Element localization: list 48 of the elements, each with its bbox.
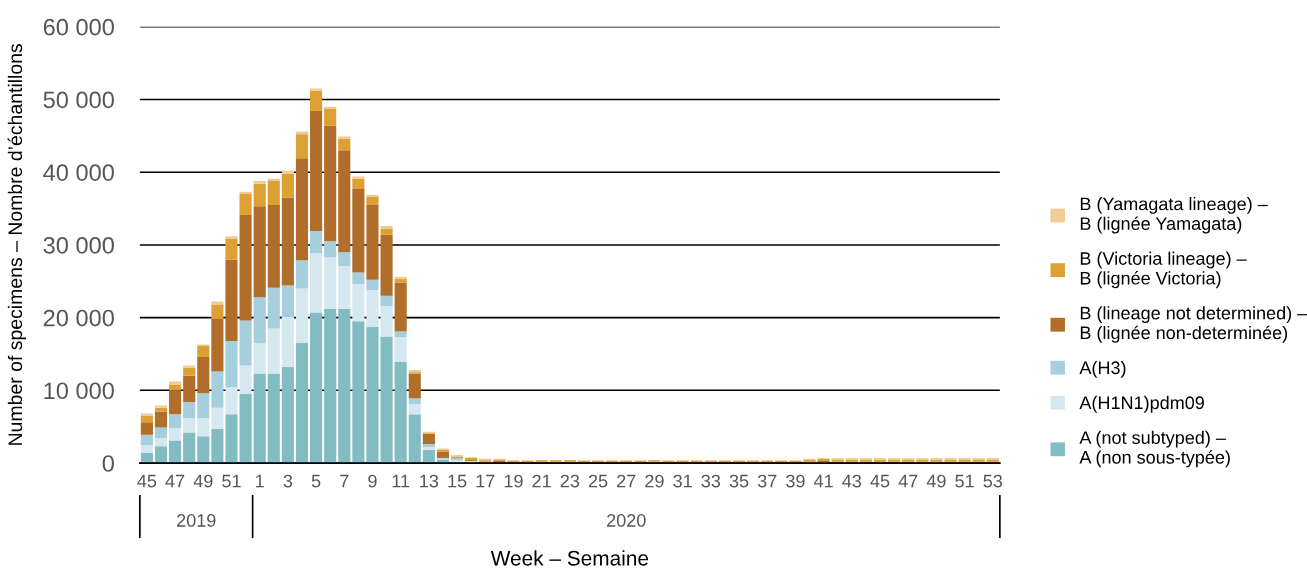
x-tick-label: 13 (420, 474, 439, 488)
y-tick-label: 10 000 (44, 382, 114, 400)
legend-label: B (Yamagata lineage) – B (lignée Yamagata) (1080, 197, 1268, 234)
x-tick-label: 31 (673, 474, 692, 488)
x-tick-label: 7 (340, 474, 349, 488)
x-tick-label: 25 (588, 474, 608, 488)
legend-label: A (not subtyped) – A (non sous-typée) (1079, 430, 1230, 468)
y-tick-label: 50 000 (43, 91, 114, 109)
legend-label: A(H1N1)pdm09 (1079, 395, 1204, 413)
x-tick-label: 49 (926, 474, 946, 488)
x-tick-label: 49 (193, 474, 213, 488)
x-tick-label: 19 (504, 474, 523, 488)
legend-label: B (lineage not determined) – B (lignée non-determinée) (1080, 306, 1307, 343)
x-tick-label: 47 (165, 474, 185, 488)
x-tick-label: 45 (870, 474, 890, 488)
x-tick-label: 43 (842, 474, 862, 488)
x-tick-label: 41 (814, 474, 833, 488)
y-tick-label: 20 000 (43, 309, 114, 327)
x-tick-label: 15 (448, 474, 467, 488)
x-tick-label: 17 (476, 474, 495, 488)
y-tick-label: 60 000 (43, 18, 114, 36)
x-tick-label: 1 (256, 474, 264, 488)
x-tick-label: 29 (645, 474, 664, 488)
x-tick-label: 45 (137, 474, 157, 488)
y-tick-label: 30 000 (43, 236, 114, 254)
legend-label: A(H3) (1079, 360, 1126, 378)
x-tick-label: 35 (729, 474, 749, 488)
text: 2020 (607, 514, 646, 527)
y-axis-title: Number of specimens – Nombre d’échantillons (7, 44, 26, 445)
x-axis-title: Week – Semaine (490, 550, 649, 566)
x-tick-label: 5 (311, 474, 321, 488)
x-tick-label: 9 (368, 474, 377, 488)
x-tick-label: 47 (898, 474, 918, 488)
y-tick-label: 40 000 (43, 164, 114, 181)
x-tick-label: 33 (701, 474, 721, 488)
x-tick-label: 3 (283, 474, 293, 488)
x-tick-label: 37 (757, 474, 777, 488)
x-tick-label: 51 (955, 474, 974, 488)
text: 2019 (177, 514, 216, 527)
x-tick-label: 39 (786, 474, 805, 488)
x-tick-label: 51 (222, 474, 241, 488)
y-tick-label: 0 (102, 455, 114, 472)
x-tick-label: 53 (983, 474, 1003, 488)
x-tick-label: 23 (560, 474, 580, 488)
legend-label: B (Victoria lineage) – B (lignée Victoria) (1080, 251, 1247, 289)
x-tick-label: 11 (392, 474, 410, 488)
x-tick-label: 21 (532, 474, 551, 488)
x-tick-label: 27 (617, 474, 636, 488)
